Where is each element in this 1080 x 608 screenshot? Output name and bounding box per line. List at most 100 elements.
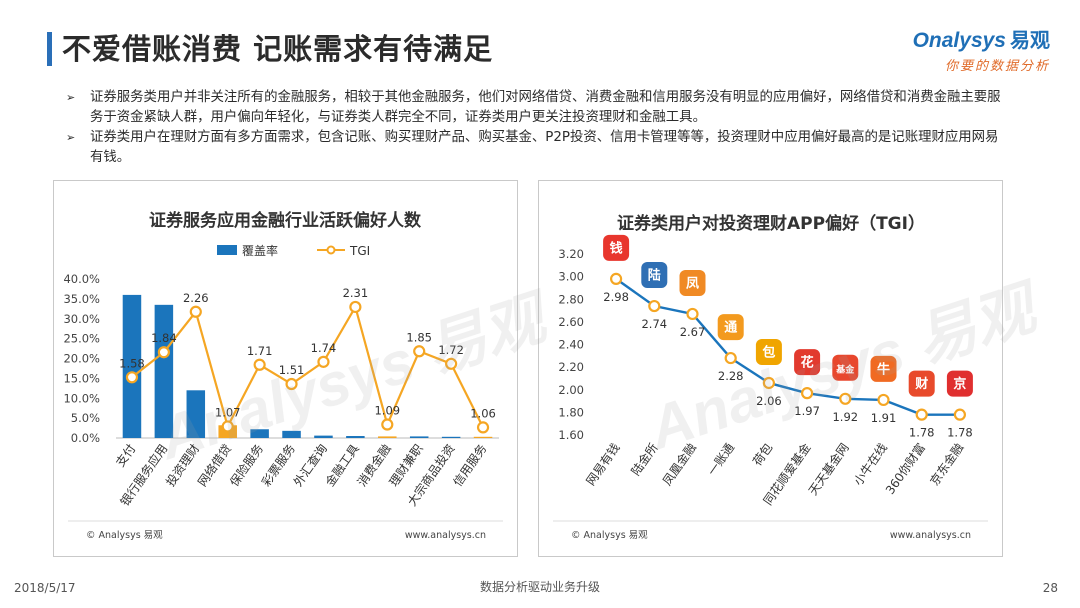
legend-marker-tgi bbox=[326, 245, 336, 255]
tgi-point bbox=[648, 299, 661, 313]
chart-source: © Analysys 易观 bbox=[86, 530, 163, 541]
bar bbox=[441, 436, 461, 438]
x-tick-label: 荷包 bbox=[750, 441, 775, 469]
chart-title: 证券类用户对投资理财APP偏好（TGI） bbox=[617, 213, 925, 234]
tgi-data-label: 1.58 bbox=[119, 356, 145, 370]
tgi-data-label: 1.74 bbox=[311, 341, 337, 355]
chart-website: www.analysys.cn bbox=[890, 530, 971, 541]
y-tick-label: 1.80 bbox=[558, 405, 584, 419]
tgi-data-label: 2.67 bbox=[680, 325, 706, 339]
tgi-data-label: 1.91 bbox=[871, 411, 897, 425]
y-tick-label: 2.00 bbox=[558, 383, 584, 397]
y-tick-label: 35.0% bbox=[63, 292, 100, 306]
y-tick-label: 2.40 bbox=[558, 338, 584, 352]
bar bbox=[250, 429, 269, 438]
app-icon-bg bbox=[641, 262, 668, 289]
tgi-point bbox=[953, 408, 966, 421]
chart-panel-industry-preference: 证券服务应用金融行业活跃偏好人数 覆盖率 TGI 40.0% 35.0% 30.0% 25.… bbox=[53, 180, 518, 557]
y-tick-label: 30.0% bbox=[63, 312, 100, 326]
brand-logo: Onalysys 易观 你要的数据分析 bbox=[913, 24, 1050, 74]
arrow-bullet-icon: ➢ bbox=[66, 91, 76, 104]
tgi-line bbox=[131, 304, 485, 430]
bar bbox=[409, 436, 429, 438]
tgi-data-label: 1.06 bbox=[470, 406, 496, 420]
tgi-data-label: 1.51 bbox=[279, 363, 305, 377]
y-tick-label: 0.0% bbox=[71, 431, 100, 445]
app-icon-glyph: 花 bbox=[801, 355, 814, 371]
x-tick-label: 凤凰金融 bbox=[659, 440, 699, 488]
legend-label: 覆盖率 bbox=[242, 243, 278, 258]
line-chart: 证券类用户对投资理财APP偏好（TGI） 3.20 3.00 2.80 2.60 2.40… bbox=[553, 213, 988, 541]
app-icon-glyph: 通 bbox=[724, 320, 737, 336]
app-icon: 钱 bbox=[603, 234, 630, 261]
app-icon: 通 bbox=[717, 314, 744, 341]
tgi-point bbox=[801, 387, 814, 400]
bar bbox=[473, 436, 493, 438]
tgi-point bbox=[381, 418, 394, 431]
chart-website: www.analysys.cn bbox=[405, 530, 486, 541]
tgi-point bbox=[445, 357, 458, 370]
bullet-list: ➢ 证券服务类用户并非关注所有的金融服务，相较于其他金融服务，他们对网络借贷、消费… bbox=[66, 88, 1001, 168]
app-icon-bg bbox=[679, 269, 706, 296]
tgi-point bbox=[724, 351, 737, 365]
legend-label: TGI bbox=[349, 244, 370, 258]
footer-slogan: 数据分析驱动业务升级 bbox=[479, 580, 600, 594]
bullet-text: 证券类用户在理财方面有多方面需求，包含记账、购买理财产品、购买基金、P2P投资、… bbox=[90, 130, 999, 165]
title-accent-bar bbox=[47, 32, 52, 66]
y-tick-label: 2.20 bbox=[558, 360, 584, 374]
app-icon-bg bbox=[832, 354, 859, 381]
app-icon: 凤 bbox=[679, 269, 706, 296]
x-tick-label: 京东金融 bbox=[927, 440, 967, 488]
app-icon-glyph: 凤 bbox=[686, 276, 699, 291]
y-tick-label: 15.0% bbox=[63, 371, 100, 385]
app-icon-glyph: 陆 bbox=[648, 268, 661, 284]
y-tick-label: 2.80 bbox=[558, 292, 584, 306]
tgi-point bbox=[157, 346, 170, 359]
bar bbox=[314, 435, 333, 438]
app-icon-bg bbox=[870, 355, 897, 382]
x-tick-label: 支付 bbox=[113, 442, 138, 470]
app-icon: 牛 bbox=[870, 355, 897, 382]
x-tick-label: 信用服务 bbox=[450, 441, 490, 489]
tgi-point bbox=[317, 355, 330, 368]
app-icon-glyph: 京 bbox=[953, 376, 966, 392]
app-icon-glyph: 牛 bbox=[877, 361, 890, 377]
bar bbox=[186, 390, 206, 438]
y-tick-label: 25.0% bbox=[63, 332, 100, 346]
app-icon: 包 bbox=[755, 338, 782, 365]
y-tick-label: 1.60 bbox=[558, 428, 584, 442]
tgi-point bbox=[253, 358, 266, 371]
tgi-point bbox=[349, 300, 362, 314]
tgi-point bbox=[476, 421, 490, 434]
x-tick-label: 网易有钱 bbox=[583, 440, 623, 488]
legend-swatch-coverage bbox=[217, 245, 237, 255]
app-icon: 陆 bbox=[641, 262, 668, 289]
app-icon-bg bbox=[755, 338, 782, 365]
tgi-point bbox=[877, 393, 890, 407]
chart-panel-app-tgi: 证券类用户对投资理财APP偏好（TGI） 3.20 3.00 2.80 2.60 2.40… bbox=[538, 180, 1003, 557]
y-tick-label: 10.0% bbox=[63, 391, 100, 405]
app-icon-bg bbox=[603, 234, 630, 261]
footer-date: 2018/5/17 bbox=[14, 581, 76, 595]
tgi-point bbox=[221, 420, 234, 433]
chart-source: © Analysys 易观 bbox=[571, 530, 648, 541]
logo-slogan: 你要的数据分析 bbox=[944, 59, 1050, 74]
tgi-point bbox=[762, 376, 775, 390]
app-icon: 基金 bbox=[832, 354, 859, 381]
tgi-data-label: 2.26 bbox=[183, 291, 209, 305]
tgi-data-label: 2.98 bbox=[603, 290, 629, 304]
tgi-data-label: 1.92 bbox=[832, 410, 858, 424]
y-tick-label: 20.0% bbox=[63, 352, 100, 366]
app-icon-glyph: 钱 bbox=[610, 240, 623, 256]
tgi-point bbox=[189, 305, 202, 318]
tgi-data-label: 1.71 bbox=[247, 344, 273, 358]
bar bbox=[122, 294, 142, 438]
app-icon-bg bbox=[946, 370, 973, 397]
tgi-point bbox=[609, 272, 623, 285]
app-icon: 花 bbox=[794, 349, 821, 376]
tgi-data-label: 1.84 bbox=[151, 331, 177, 345]
arrow-bullet-icon: ➢ bbox=[66, 131, 76, 144]
bullet-item: ➢ 证券类用户在理财方面有多方面需求，包含记账、购买理财产品、购买基金、P2P投资… bbox=[66, 128, 1001, 168]
tgi-data-label: 1.78 bbox=[947, 426, 973, 440]
tgi-point bbox=[125, 371, 139, 384]
